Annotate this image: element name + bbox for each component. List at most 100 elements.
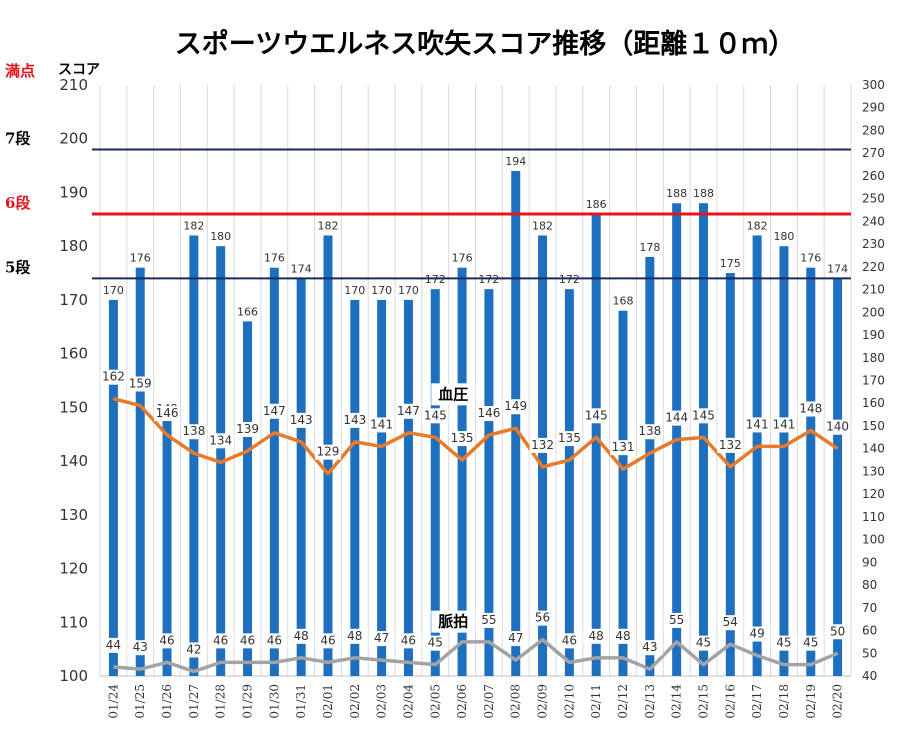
bar xyxy=(403,299,413,676)
left-tick-label: 140 xyxy=(59,452,88,470)
point-label-bg xyxy=(797,635,824,651)
point-label: 138 xyxy=(638,424,661,438)
point-label-bg xyxy=(127,376,154,392)
bar xyxy=(108,299,118,676)
right-tick-label: 200 xyxy=(862,305,885,319)
right-tick-label: 170 xyxy=(862,374,885,388)
point-label-bg xyxy=(422,635,449,651)
point-label: 149 xyxy=(504,399,527,413)
series-line xyxy=(112,396,839,476)
bar-label: 182 xyxy=(747,219,768,232)
bar xyxy=(833,278,843,676)
series-lines-group xyxy=(112,396,839,674)
point-label-bg xyxy=(475,406,502,422)
reference-lines-group: 7段 6段 5段 xyxy=(5,129,851,280)
bar-label: 170 xyxy=(344,284,365,297)
right-tick-label: 180 xyxy=(862,351,885,365)
bar xyxy=(135,267,145,676)
point-label-bg xyxy=(422,408,449,424)
x-tick-label: 02/16 xyxy=(723,684,737,719)
point-label-bg xyxy=(610,628,637,644)
point-label: 44 xyxy=(106,638,121,652)
point-label-bg xyxy=(368,631,395,647)
left-tick-label: 190 xyxy=(59,183,88,201)
y-axis-label: スコア xyxy=(58,62,100,78)
x-tick-label: 02/19 xyxy=(804,684,818,719)
left-tick-label: 200 xyxy=(59,130,88,148)
point-label: 46 xyxy=(159,633,174,647)
point-label-bg xyxy=(449,431,476,447)
right-tick-label: 230 xyxy=(862,237,885,251)
point-label-bg xyxy=(395,403,422,419)
max-score-label: 満点 xyxy=(5,62,35,80)
point-label: 139 xyxy=(236,422,259,436)
series-name-bg xyxy=(431,610,476,633)
point-label: 46 xyxy=(213,633,228,647)
x-tick-label: 02/06 xyxy=(455,684,469,719)
point-label: 48 xyxy=(347,629,362,643)
bar xyxy=(457,267,467,676)
bar-labels-group: 170 176 148 182 180 166 176 174 182 170 170 170 172 1… xyxy=(103,155,848,415)
point-label-bg xyxy=(261,633,288,649)
bar-label: 172 xyxy=(559,273,580,286)
point-label: 132 xyxy=(531,438,554,452)
point-label-bg xyxy=(475,612,502,628)
point-label-bg xyxy=(529,437,556,453)
point-label-bg xyxy=(824,419,851,435)
chart-title: スポーツウエルネス吹矢スコア推移（距離１０ｍ） xyxy=(175,28,795,60)
right-tick-label: 190 xyxy=(862,328,885,342)
point-label-bg xyxy=(207,633,234,649)
x-tick-label: 02/11 xyxy=(589,684,603,719)
x-tick-label: 02/10 xyxy=(562,684,576,719)
point-label: 140 xyxy=(826,420,849,434)
left-tick-label: 150 xyxy=(59,398,88,416)
right-tick-label: 280 xyxy=(862,123,885,137)
bar xyxy=(564,289,574,676)
bar xyxy=(806,267,816,676)
left-tick-label: 210 xyxy=(59,76,88,94)
left-axis: 210 200 190 180 170 160 150 140 130 120 110 100 xyxy=(59,76,88,685)
grid-lines xyxy=(99,85,852,677)
point-label-bg xyxy=(690,635,717,651)
right-tick-label: 70 xyxy=(862,601,877,615)
point-label: 143 xyxy=(290,413,313,427)
point-label: 134 xyxy=(209,433,232,447)
bar xyxy=(189,235,199,676)
point-label-bg xyxy=(610,440,637,456)
bar xyxy=(752,235,762,676)
bar xyxy=(269,267,279,676)
bar-label: 180 xyxy=(210,230,231,243)
x-tick-label: 01/28 xyxy=(214,684,228,719)
right-tick-label: 220 xyxy=(862,260,885,274)
x-tick-label: 01/26 xyxy=(160,684,174,719)
bar xyxy=(377,299,387,676)
right-tick-label: 250 xyxy=(862,192,885,206)
bar xyxy=(296,278,306,676)
point-label-bg xyxy=(261,403,288,419)
bar xyxy=(511,170,521,677)
bar xyxy=(538,235,548,676)
point-label: 48 xyxy=(589,629,604,643)
bar-label: 176 xyxy=(264,252,285,265)
point-label: 50 xyxy=(830,624,845,638)
bar-label: 170 xyxy=(398,284,419,297)
x-tick-label: 02/05 xyxy=(428,684,442,719)
bar-label: 174 xyxy=(827,262,848,275)
bar-label: 172 xyxy=(478,273,499,286)
bar xyxy=(618,310,628,676)
point-label: 45 xyxy=(803,636,818,650)
x-tick-label: 02/01 xyxy=(321,684,335,719)
point-label: 145 xyxy=(424,408,447,422)
right-tick-label: 210 xyxy=(862,283,885,297)
point-label: 143 xyxy=(343,413,366,427)
right-tick-label: 110 xyxy=(862,510,885,524)
right-tick-label: 60 xyxy=(862,624,877,638)
right-tick-label: 300 xyxy=(862,78,885,92)
point-label: 144 xyxy=(665,411,688,425)
left-tick-label: 100 xyxy=(59,667,88,685)
left-tick-label: 180 xyxy=(59,237,88,255)
point-label-bg xyxy=(663,612,690,628)
bar-label: 182 xyxy=(183,219,204,232)
point-label: 146 xyxy=(477,406,500,420)
